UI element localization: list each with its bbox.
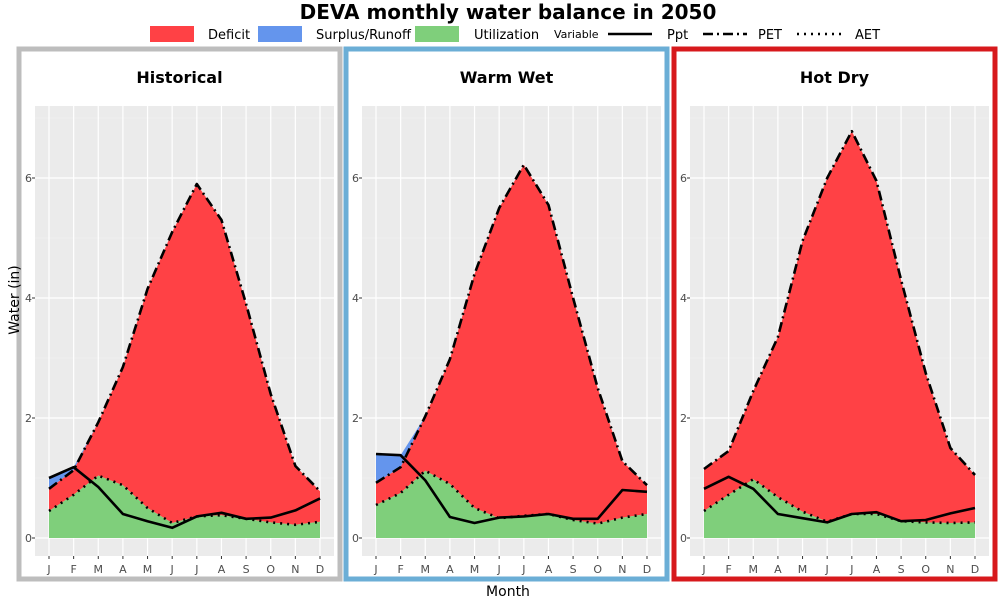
x-tick-label: D xyxy=(316,563,324,576)
x-tick-label: N xyxy=(291,563,299,576)
utilization-area-1 xyxy=(376,470,647,538)
y-tick-label: 0 xyxy=(25,532,32,545)
panel-0: Historical 0 2 4 6 J F M A M J J A S O N D xyxy=(16,46,343,582)
y-tick-label: 0 xyxy=(680,532,687,545)
x-tick-label: N xyxy=(618,563,626,576)
x-tick-label: A xyxy=(873,563,881,576)
surplus-area-1 xyxy=(376,164,647,486)
series-line-aet-0 xyxy=(48,474,321,527)
series-line-ppt-0 xyxy=(48,465,321,530)
x-tick-label: A xyxy=(218,563,226,576)
panels: Historical 0 2 4 6 J F M A M J J A S O N D Warm Wet 0 2 4 6 J F… xyxy=(16,46,998,582)
legend-variable-title: Variable xyxy=(554,28,599,41)
x-tick-label: M xyxy=(749,563,759,576)
x-tick-label: J xyxy=(825,563,829,576)
x-tick-label: S xyxy=(898,563,905,576)
panel-2: Hot Dry 0 2 4 6 J F M A M J J A S O N D xyxy=(671,46,998,582)
series-line-pet-0 xyxy=(48,182,321,493)
y-axis-title: Water (in) xyxy=(7,265,23,335)
deficit-area-0 xyxy=(49,184,320,525)
series-line-ppt-2 xyxy=(703,475,976,524)
x-tick-label: M xyxy=(421,563,431,576)
panel-1: Warm Wet 0 2 4 6 J F M A M J J A S O N D xyxy=(343,46,670,582)
x-tick-label: D xyxy=(643,563,651,576)
x-tick-label: N xyxy=(946,563,954,576)
y-tick-label: 4 xyxy=(680,292,687,305)
x-tick-label: F xyxy=(70,563,76,576)
panel-title-2: Hot Dry xyxy=(800,68,870,87)
deficit-area-1 xyxy=(376,164,647,524)
y-tick-label: 2 xyxy=(352,412,359,425)
x-axis-title: Month xyxy=(486,584,530,600)
x-tick-label: J xyxy=(497,563,501,576)
x-tick-label: J xyxy=(701,563,705,576)
x-tick-label: O xyxy=(921,563,930,576)
y-tick-label: 2 xyxy=(680,412,687,425)
series-line-ppt-1 xyxy=(375,452,648,525)
x-tick-label: J xyxy=(170,563,174,576)
legend-line-label-1: PET xyxy=(758,28,782,43)
y-tick-label: 6 xyxy=(352,172,359,185)
series-line-pet-1 xyxy=(375,163,648,487)
x-tick-label: A xyxy=(545,563,553,576)
y-tick-label: 4 xyxy=(352,292,359,305)
y-tick-label: 0 xyxy=(352,532,359,545)
utilization-area-0 xyxy=(49,475,320,538)
x-tick-label: O xyxy=(266,563,275,576)
legend-swatch-0 xyxy=(150,26,194,42)
x-tick-label: A xyxy=(774,563,782,576)
legend-line-label-0: Ppt xyxy=(667,28,688,43)
x-tick-label: A xyxy=(119,563,127,576)
x-tick-label: J xyxy=(373,563,377,576)
x-tick-label: M xyxy=(798,563,808,576)
legend-line-label-2: AET xyxy=(855,28,880,43)
legend-swatch-1 xyxy=(258,26,302,42)
y-tick-label: 4 xyxy=(25,292,32,305)
x-tick-label: M xyxy=(470,563,480,576)
x-tick-label: J xyxy=(194,563,198,576)
y-tick-label: 6 xyxy=(25,172,32,185)
series-line-pet-2 xyxy=(703,129,976,476)
legend-label-1: Surplus/Runoff xyxy=(316,28,412,43)
deficit-area-2 xyxy=(704,131,975,523)
x-tick-label: M xyxy=(94,563,104,576)
x-tick-label: M xyxy=(143,563,153,576)
y-tick-label: 2 xyxy=(25,412,32,425)
legend-label-0: Deficit xyxy=(208,28,250,43)
legend: Deficit Surplus/Runoff Utilization Variable… xyxy=(150,26,880,43)
utilization-area-2 xyxy=(704,479,975,538)
panel-title-1: Warm Wet xyxy=(460,68,554,87)
x-tick-label: S xyxy=(570,563,577,576)
y-tick-label: 6 xyxy=(680,172,687,185)
x-tick-label: D xyxy=(971,563,979,576)
x-tick-label: F xyxy=(397,563,403,576)
x-tick-label: O xyxy=(593,563,602,576)
x-tick-label: J xyxy=(46,563,50,576)
panel-title-0: Historical xyxy=(136,68,222,87)
x-tick-label: A xyxy=(446,563,454,576)
x-tick-label: J xyxy=(849,563,853,576)
legend-label-2: Utilization xyxy=(474,28,539,43)
x-tick-label: J xyxy=(521,563,525,576)
x-tick-label: S xyxy=(243,563,250,576)
legend-swatch-2 xyxy=(415,26,459,42)
chart-title: DEVA monthly water balance in 2050 xyxy=(300,0,717,24)
x-tick-label: F xyxy=(725,563,731,576)
